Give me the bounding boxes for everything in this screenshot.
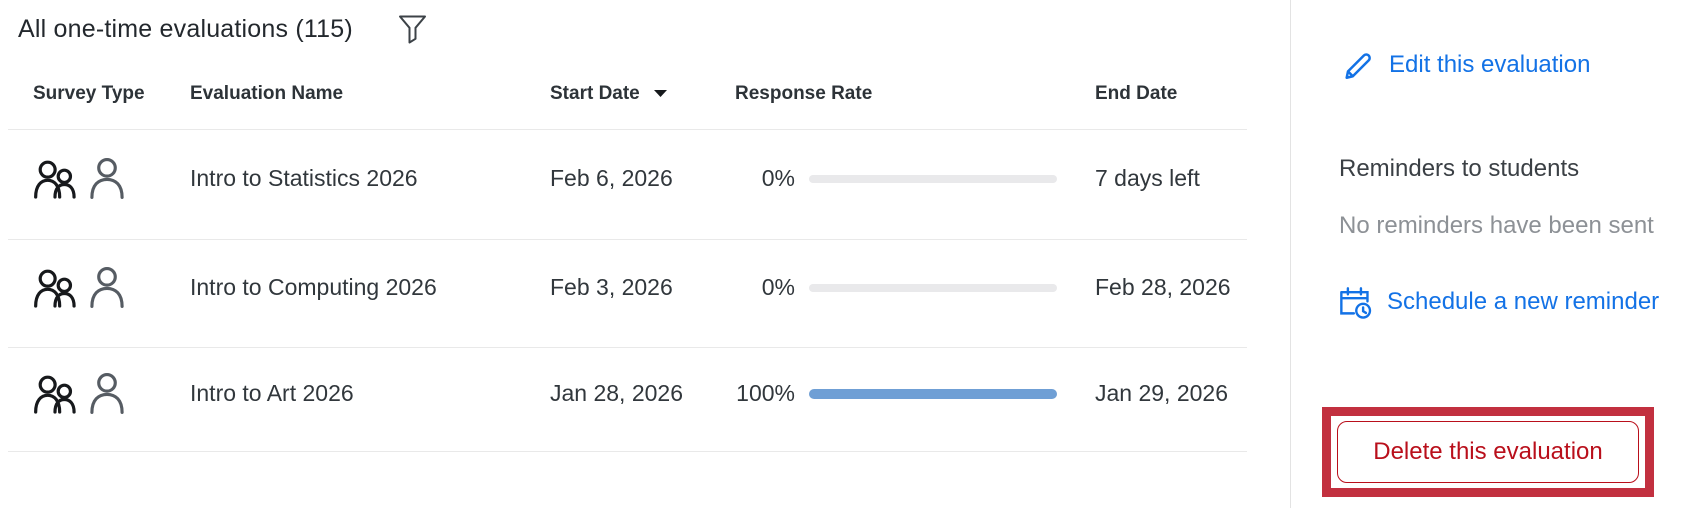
survey-type-cell xyxy=(33,371,190,417)
page-title: All one-time evaluations (115) xyxy=(18,14,353,43)
person-icon xyxy=(86,371,128,417)
table-row[interactable]: Intro to Art 2026 Jan 28, 2026 100% Jan … xyxy=(8,348,1247,452)
response-rate-cell: 100% xyxy=(735,380,1095,407)
funnel-icon xyxy=(397,13,428,46)
reminders-title: Reminders to students xyxy=(1339,155,1580,182)
column-header-end-date: End Date xyxy=(1095,82,1178,104)
start-date: Jan 28, 2026 xyxy=(550,380,684,406)
end-date: Jan 29, 2026 xyxy=(1095,380,1229,406)
evaluation-name: Intro to Statistics 2026 xyxy=(190,165,418,191)
schedule-reminder-label: Schedule a new reminder xyxy=(1387,288,1660,315)
group-icon xyxy=(33,157,77,201)
person-icon xyxy=(86,156,128,202)
start-date: Feb 3, 2026 xyxy=(550,274,673,300)
filter-button[interactable] xyxy=(397,13,428,46)
column-header-response-rate: Response Rate xyxy=(735,82,873,104)
edit-evaluation-label: Edit this evaluation xyxy=(1389,51,1591,78)
calendar-reminder-icon xyxy=(1337,284,1374,321)
survey-type-cell xyxy=(33,156,190,202)
table: Survey Type Evaluation Name Start Date R… xyxy=(8,58,1247,452)
evaluation-actions-sidebar: Edit this evaluation Reminders to studen… xyxy=(1290,0,1700,508)
survey-type-cell xyxy=(33,265,190,311)
pencil-icon xyxy=(1341,48,1376,83)
table-title-row: All one-time evaluations (115) xyxy=(0,0,1255,58)
progress-bar-fill xyxy=(809,388,1057,399)
group-icon xyxy=(33,266,77,310)
end-date: 7 days left xyxy=(1095,165,1200,191)
progress-bar xyxy=(809,283,1057,292)
response-rate-label: 0% xyxy=(761,165,795,191)
end-date: Feb 28, 2026 xyxy=(1095,274,1231,300)
person-icon xyxy=(86,265,128,311)
schedule-reminder-link[interactable]: Schedule a new reminder xyxy=(1337,280,1659,324)
reminders-status: No reminders have been sent xyxy=(1339,212,1654,239)
delete-button-highlight: Delete this evaluation xyxy=(1322,407,1654,497)
response-rate-label: 100% xyxy=(736,380,795,406)
progress-bar xyxy=(809,174,1057,183)
progress-bar xyxy=(809,388,1057,399)
start-date: Feb 6, 2026 xyxy=(550,165,673,191)
edit-evaluation-link[interactable]: Edit this evaluation xyxy=(1341,44,1590,86)
response-rate-cell: 0% xyxy=(735,274,1095,301)
response-rate-label: 0% xyxy=(761,274,795,300)
delete-evaluation-button[interactable]: Delete this evaluation xyxy=(1337,421,1639,483)
group-icon xyxy=(33,372,77,416)
evaluation-name: Intro to Computing 2026 xyxy=(190,274,437,300)
response-rate-cell: 0% xyxy=(735,165,1095,192)
table-row[interactable]: Intro to Computing 2026 Feb 3, 2026 0% F… xyxy=(8,240,1247,348)
evaluations-table-panel: All one-time evaluations (115) Survey Ty… xyxy=(0,0,1255,452)
table-header-row: Survey Type Evaluation Name Start Date R… xyxy=(8,58,1247,130)
table-row[interactable]: Intro to Statistics 2026 Feb 6, 2026 0% … xyxy=(8,130,1247,240)
sort-descending-icon xyxy=(653,89,668,98)
column-header-start-date[interactable]: Start Date xyxy=(550,83,735,105)
column-header-evaluation-name: Evaluation Name xyxy=(190,82,344,104)
column-header-survey-type: Survey Type xyxy=(33,82,145,104)
evaluation-name: Intro to Art 2026 xyxy=(190,380,354,406)
